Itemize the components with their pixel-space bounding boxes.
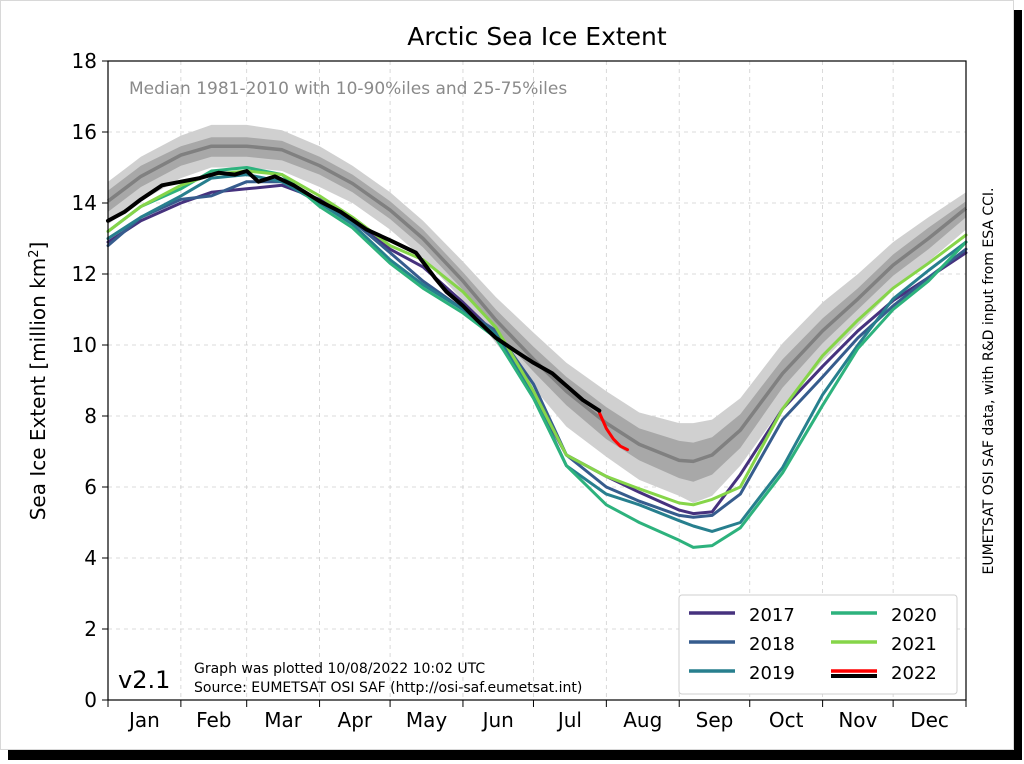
y-tick-label: 6 [84,475,97,499]
legend-label-2019: 2019 [749,663,795,684]
y-tick-label: 14 [72,191,97,215]
chart-frame: 0 2 4 6 8 10 12 14 16 18 Jan Feb Mar Apr May Jun Jul Aug S… [0,0,1014,750]
x-tick-label: Jun [481,708,514,732]
legend-label-2021: 2021 [891,634,937,655]
series-lines [106,144,968,549]
x-tick-label: Feb [196,708,231,732]
series-line-2022-black [106,169,602,413]
side-credit: EUMETSAT OSI SAF data, with R&D input fr… [981,187,997,574]
x-tick-label: Mar [264,708,303,732]
series-line-2022 [597,411,629,452]
y-tick-label: 4 [84,546,97,570]
percentile-annotation: Median 1981-2010 with 10-90%iles and 25-… [129,79,567,99]
x-tick-label: Sep [696,708,734,732]
legend-label-2020: 2020 [891,605,937,626]
y-tick-label: 12 [72,262,97,286]
legend: 2017 2018 2019 2020 2021 2022 [678,594,958,695]
y-axis-label: Sea Ice Extent [million km2] [26,242,50,521]
series-line-2021 [106,169,968,507]
x-tick-label: May [406,708,448,732]
y-tick-label: 10 [72,333,97,357]
legend-box [678,594,958,695]
legend-label-2018: 2018 [749,634,795,655]
y-tick-label: 16 [72,120,97,144]
x-tick-label: Jul [556,708,582,732]
x-tick-label: Aug [623,708,662,732]
axes: 0 2 4 6 8 10 12 14 16 18 Jan Feb Mar Apr May Jun Jul Aug S… [72,49,967,732]
chart-title: Arctic Sea Ice Extent [407,22,667,51]
plotted-note: Graph was plotted 10/08/2022 10:02 UTC [194,661,485,677]
y-tick-label: 8 [84,404,97,428]
x-tick-label: Jan [127,708,160,732]
y-tick-label: 0 [84,688,97,712]
y-tick-label: 18 [72,49,97,73]
median-line [106,144,968,464]
series-line-2020 [106,166,968,549]
series-line-2018 [106,180,968,519]
x-tick-label: Nov [838,708,877,732]
sea-ice-chart: 0 2 4 6 8 10 12 14 16 18 Jan Feb Mar Apr May Jun Jul Aug S… [26,22,997,732]
x-tick-label: Dec [910,708,949,732]
y-tick-label: 2 [84,617,97,641]
source-note: Source: EUMETSAT OSI SAF (http://osi-saf… [194,680,582,696]
plot-area-border [107,60,967,701]
version-label: v2.1 [118,666,170,694]
legend-label-2017: 2017 [749,605,795,626]
x-tick-label: Oct [769,708,804,732]
legend-label-2022: 2022 [891,663,937,684]
percentile-bands [108,124,966,504]
x-tick-label: Apr [338,708,373,732]
